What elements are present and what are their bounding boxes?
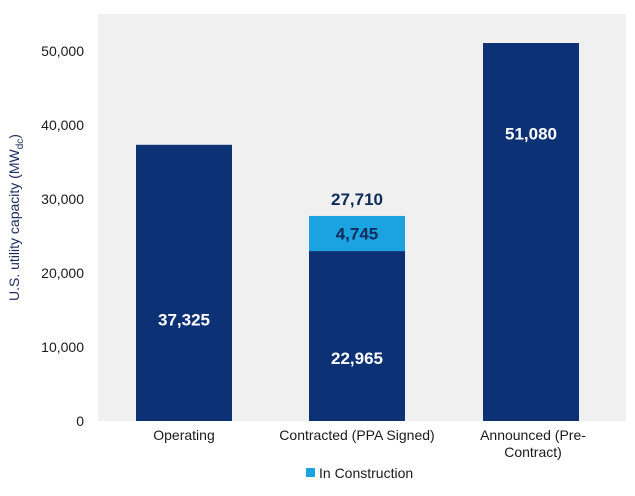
x-tick-label: Announced (Pre-	[480, 427, 586, 443]
bars: 37,325 22,965 4,745 27,710 51,080	[136, 43, 579, 422]
legend: In Construction	[306, 465, 413, 481]
y-axis-label-main: U.S. utility capacity (MW	[6, 148, 22, 300]
bar-segment	[309, 251, 405, 421]
bar-total-label: 27,710	[331, 190, 383, 209]
y-tick-label: 40,000	[41, 117, 84, 133]
y-tick-label: 30,000	[41, 191, 84, 207]
y-tick-label: 10,000	[41, 339, 84, 355]
x-tick-label: Operating	[153, 427, 214, 443]
legend-swatch-in-construction	[306, 468, 315, 477]
bar-segment	[483, 43, 579, 422]
bar-segment	[136, 144, 232, 422]
y-axis-label-subscript: dc	[15, 139, 26, 150]
legend-label-in-construction: In Construction	[319, 465, 413, 481]
bar-data-label: 22,965	[331, 349, 383, 368]
bar-data-label: 51,080	[505, 125, 557, 144]
x-axis: Operating Contracted (PPA Signed) Announce…	[153, 427, 586, 460]
x-tick-label: Contracted (PPA Signed)	[279, 427, 434, 443]
y-tick-label: 50,000	[41, 43, 84, 59]
bar-segment	[309, 215, 405, 252]
y-axis-label: U.S. utility capacity (MWdc)	[6, 134, 26, 301]
x-tick-label: Contract)	[504, 444, 562, 460]
y-axis-label-close: )	[6, 134, 22, 139]
y-tick-label: 0	[76, 413, 84, 429]
bar-data-label: 4,745	[336, 225, 379, 244]
bar-data-label: 37,325	[158, 310, 210, 329]
y-tick-label: 20,000	[41, 265, 84, 281]
y-axis: 0 10,000 20,000 30,000 40,000 50,000	[41, 43, 84, 429]
